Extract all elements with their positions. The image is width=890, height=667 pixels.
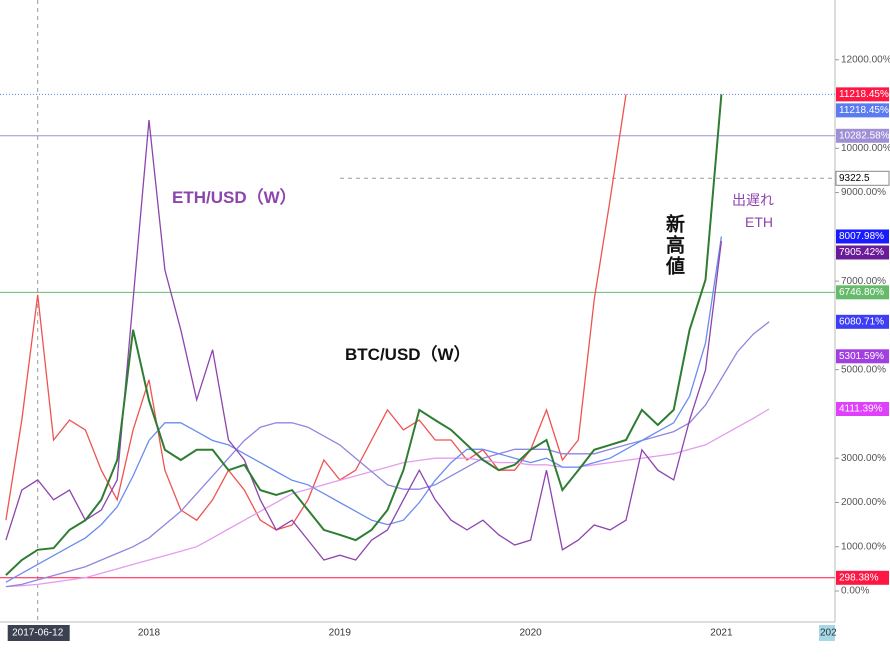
axis-marker <box>836 245 889 260</box>
y-tick-label: 9000.00% <box>841 187 886 198</box>
axis-marker-label: 11218.45% <box>839 105 889 116</box>
axis-marker-label: 298.38% <box>839 572 879 583</box>
y-tick-label: 5000.00% <box>841 364 886 375</box>
axis-marker <box>836 87 889 102</box>
axis-marker-label: 6746.80% <box>839 287 884 298</box>
series-line <box>5 408 770 588</box>
axis-marker <box>836 314 889 329</box>
annotation: ETH <box>745 214 773 230</box>
axis-marker <box>836 103 889 118</box>
y-tick-label: 7000.00% <box>841 276 886 287</box>
axis-marker <box>836 401 889 416</box>
axis-marker-label: 10282.58% <box>839 130 890 141</box>
y-tick-label: 3000.00% <box>841 453 886 464</box>
series-label: BTC/USD（W） <box>345 345 471 364</box>
series-line <box>5 236 723 583</box>
x-tick-label: 2017-06-12 <box>12 628 64 639</box>
axis-marker-label: 8007.98% <box>839 231 884 242</box>
y-tick-label: 2000.00% <box>841 497 886 508</box>
axis-marker-label: 7905.42% <box>839 247 884 258</box>
axis-marker <box>836 349 889 364</box>
x-tick-label: 202 <box>820 628 837 639</box>
axis-marker <box>835 170 890 186</box>
axis-marker <box>836 128 889 143</box>
annotation: 出遅れ <box>732 192 774 208</box>
x-axis-highlight <box>819 625 835 641</box>
axis-marker-label: 6080.71% <box>839 316 884 327</box>
axis-marker-label: 9322.5 <box>839 173 870 184</box>
crosshair-date-box <box>7 625 70 641</box>
y-tick-label: 10000.00% <box>841 143 890 154</box>
axis-marker-label: 4111.39% <box>839 404 883 415</box>
annotation: 新高値 <box>663 214 684 277</box>
y-tick-label: 1000.00% <box>841 541 886 552</box>
x-tick-label: 2019 <box>329 628 352 639</box>
series-line <box>5 94 723 576</box>
axis-marker <box>836 285 889 300</box>
x-tick-label: 2018 <box>138 628 161 639</box>
x-tick-label: 2021 <box>710 628 733 639</box>
series-label: ETH/USD（W） <box>172 188 297 207</box>
axis-marker-label: 5301.59% <box>839 351 884 362</box>
axis-marker <box>836 229 889 244</box>
x-tick-label: 2020 <box>519 628 542 639</box>
axis-marker <box>836 570 889 585</box>
axis-marker-label: 11218.45% <box>839 89 889 100</box>
y-tick-label: 12000.00% <box>841 54 890 65</box>
y-tick-label: 0.00% <box>841 586 869 597</box>
